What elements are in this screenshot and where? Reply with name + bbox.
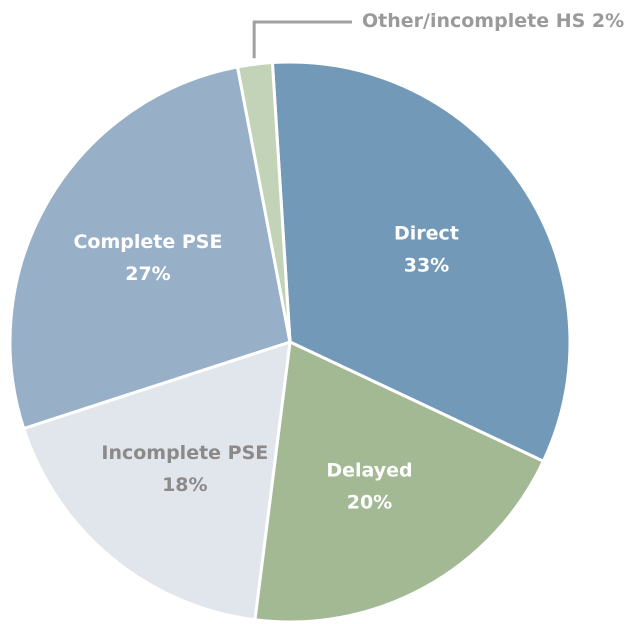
callout-line bbox=[252, 20, 352, 59]
category-name: Other/incomplete HS bbox=[362, 10, 585, 32]
value-label: 33% bbox=[404, 254, 449, 276]
category-name: Incomplete PSE bbox=[101, 442, 268, 464]
pie-slice bbox=[8, 65, 292, 431]
category-name: Complete PSE bbox=[73, 231, 222, 253]
category-name: Direct bbox=[394, 222, 459, 244]
slice-label: Delayed 20% bbox=[326, 459, 412, 513]
value-label: 18% bbox=[162, 474, 207, 496]
pie-slice bbox=[270, 60, 572, 464]
pie-slice bbox=[253, 339, 546, 624]
pie-slice bbox=[235, 60, 292, 343]
value-label: 2% bbox=[592, 10, 624, 32]
slice-label: Direct 33% bbox=[394, 222, 459, 276]
category-name: Delayed bbox=[326, 459, 412, 481]
slice-label: Complete PSE 27% bbox=[73, 231, 222, 285]
value-label: 20% bbox=[347, 491, 392, 513]
slice-label: Incomplete PSE 18% bbox=[101, 442, 268, 496]
value-label: 27% bbox=[125, 263, 170, 285]
slice-label: Other/incomplete HS 2% bbox=[362, 10, 624, 32]
pie-slice bbox=[21, 339, 292, 622]
